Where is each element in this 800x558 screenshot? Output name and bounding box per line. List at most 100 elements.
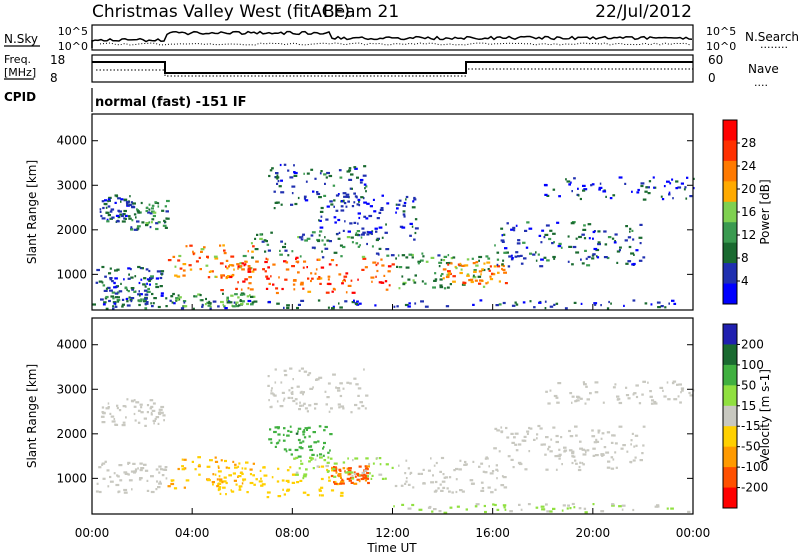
velocity-cell <box>341 481 344 484</box>
power-cell <box>141 221 145 224</box>
date-label: 22/Jul/2012 <box>595 2 692 22</box>
power-cell <box>125 297 128 301</box>
power-cell <box>577 194 580 197</box>
velocity-cell <box>276 480 280 483</box>
power-cell <box>304 199 309 202</box>
velocity-cell <box>110 415 115 418</box>
velocity-frame <box>91 317 694 515</box>
power-cell <box>95 281 99 284</box>
power-cell <box>114 277 118 280</box>
power-cell <box>583 188 588 191</box>
velocity-cell <box>98 490 102 494</box>
velocity-cell <box>325 464 329 468</box>
power-cell <box>359 244 361 247</box>
velocity-cell <box>290 386 294 390</box>
velocity-cell <box>577 468 582 472</box>
power-cell <box>666 180 670 183</box>
power-cell <box>160 270 165 273</box>
power-cell <box>246 302 249 306</box>
power-cell <box>653 186 655 189</box>
power-cell <box>131 219 134 222</box>
velocity-cell <box>527 503 531 506</box>
power-cell <box>365 190 367 193</box>
power-cell <box>480 270 483 273</box>
power-cell <box>582 184 586 187</box>
power-cell <box>351 205 355 208</box>
power-cell <box>327 282 332 286</box>
power-cell <box>405 266 410 269</box>
power-cell <box>144 302 149 305</box>
velocity-cell <box>502 476 507 479</box>
xtick-label: 20:00 <box>576 526 611 540</box>
power-cell <box>324 236 326 239</box>
velocity-cell <box>146 404 150 407</box>
velocity-cell <box>217 488 221 491</box>
power-cell <box>106 220 110 223</box>
power-cell <box>345 272 349 275</box>
power-cell <box>485 255 489 258</box>
power-cell <box>339 244 343 247</box>
velocity-cell <box>309 387 314 390</box>
power-cell <box>361 233 365 236</box>
velocity-cell <box>513 436 516 439</box>
velocity-cell <box>273 394 277 397</box>
velocity-cell <box>632 508 635 512</box>
velocity-cell <box>498 450 501 453</box>
power-cell <box>353 201 356 204</box>
power-cell <box>147 287 150 291</box>
velocity-cell <box>355 383 359 386</box>
power-cell <box>155 277 159 280</box>
velocity-cell <box>266 496 270 499</box>
power-cell <box>434 272 437 275</box>
power-cell <box>353 166 357 169</box>
velocity-cell <box>354 475 357 478</box>
power-cell <box>338 169 342 172</box>
velocity-cell <box>315 378 320 381</box>
velocity-cell <box>130 470 135 473</box>
velocity-cell <box>483 504 486 508</box>
velocity-cell <box>333 481 335 484</box>
power-cell <box>208 300 211 303</box>
velocity-cell <box>584 449 587 452</box>
velocity-cell <box>234 463 237 466</box>
power-cell <box>279 163 282 167</box>
power-cell <box>515 224 518 227</box>
power-cell <box>182 300 187 303</box>
velocity-region <box>217 465 344 499</box>
power-region <box>92 299 677 310</box>
power-cell <box>549 305 554 308</box>
power-cell <box>384 231 388 234</box>
power-cell <box>130 268 132 271</box>
velocity-cell <box>366 472 370 475</box>
power-cell <box>160 292 164 295</box>
velocity-cell <box>294 398 298 401</box>
velocity-cell <box>366 468 369 471</box>
power-cell <box>548 237 552 241</box>
velocity-cell <box>495 468 498 471</box>
velocity-cell <box>526 432 529 435</box>
power-cell <box>464 264 469 267</box>
power-cell <box>583 224 586 227</box>
velocity-cell <box>569 392 573 395</box>
power-cell <box>92 303 96 306</box>
power-cell <box>571 263 574 266</box>
power-cell <box>118 210 122 213</box>
power-cell <box>233 268 235 271</box>
power-cell <box>443 287 447 290</box>
power-cell <box>307 290 312 293</box>
power-cell <box>101 281 104 284</box>
velocity-cell <box>626 450 629 453</box>
power-cell <box>239 262 243 265</box>
velocity-cell <box>350 411 353 414</box>
power-cell <box>270 231 273 234</box>
power-cell <box>660 305 664 308</box>
colorbar-swatch <box>723 160 737 182</box>
power-cell <box>396 207 399 210</box>
velocity-cell <box>263 474 268 477</box>
power-cell <box>387 265 392 268</box>
power-cell <box>612 194 616 197</box>
power-cell <box>300 299 305 302</box>
power-cell <box>604 243 608 246</box>
power-cell <box>266 243 270 246</box>
power-cell <box>150 302 152 305</box>
